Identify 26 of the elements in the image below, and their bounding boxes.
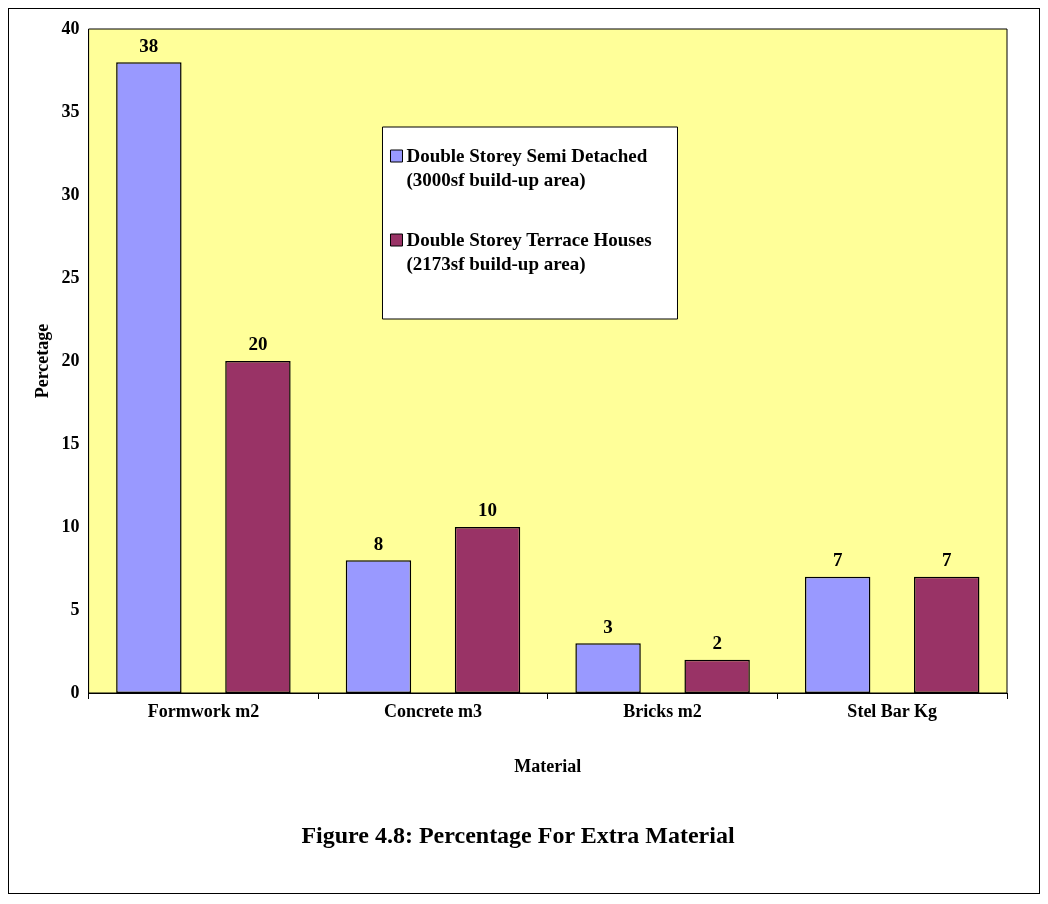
data-label: 10 — [478, 499, 498, 521]
x-tick-label: Bricks m2 — [623, 701, 702, 722]
x-axis-title: Material — [514, 756, 582, 777]
y-tick-label: 5 — [70, 598, 80, 619]
data-label: 38 — [139, 34, 159, 56]
y-tick-label: 0 — [70, 681, 80, 702]
y-tick-label: 30 — [61, 183, 80, 204]
text: Figure 4.8: Percentage For Extra Material — [301, 821, 735, 848]
legend-label: Double Storey Semi Detached (3000sf build-up area) — [406, 144, 648, 191]
y-axis-title: Percetage — [32, 323, 53, 399]
y-tick-label: 35 — [61, 100, 80, 121]
x-tick-label: Formwork m2 — [147, 701, 260, 722]
y-tick-label: 25 — [61, 266, 80, 287]
data-label: 2 — [712, 632, 722, 654]
data-label: 8 — [373, 532, 384, 554]
data-label: 20 — [248, 333, 268, 355]
x-tick-label: Stel Bar Kg — [847, 701, 938, 722]
y-tick-label: 10 — [61, 515, 80, 536]
y-tick-label: 15 — [61, 432, 80, 453]
legend-label: Double Storey Terrace Houses (2173sf build-up area) — [406, 228, 652, 275]
y-tick-label: 20 — [61, 349, 80, 370]
data-label: 7 — [941, 549, 952, 571]
data-label: 7 — [832, 549, 843, 571]
x-tick-label: Concrete m3 — [383, 701, 483, 722]
y-tick-label: 40 — [61, 17, 80, 38]
data-label: 3 — [603, 615, 613, 637]
